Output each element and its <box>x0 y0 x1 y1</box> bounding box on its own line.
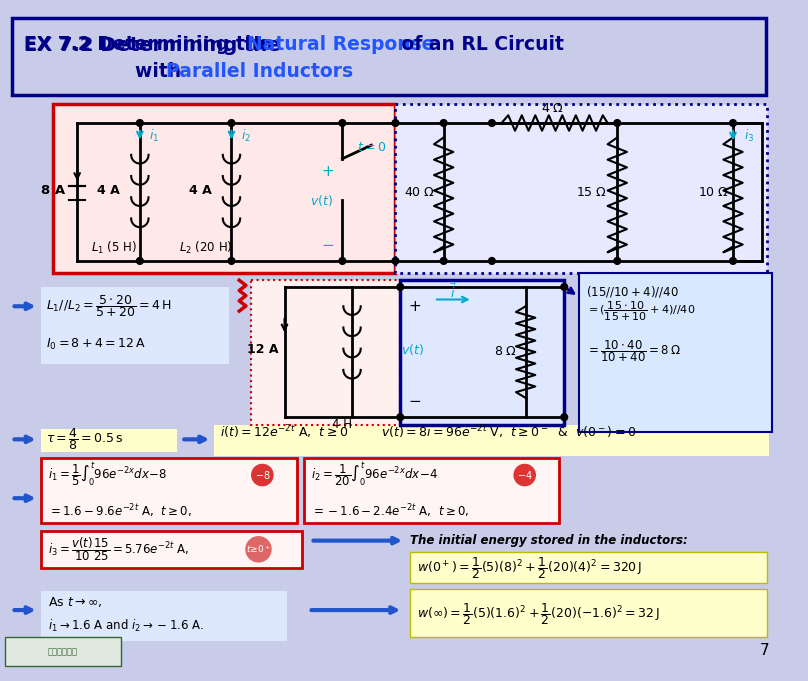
Text: $-8$: $-8$ <box>255 469 270 481</box>
Text: $i_2=\dfrac{1}{20}\int_0^t 96e^{-2x}dx\!-\!4$: $i_2=\dfrac{1}{20}\int_0^t 96e^{-2x}dx\!… <box>310 461 438 489</box>
Text: $\tau=\dfrac{4}{8}=0.5\,\text{s}$: $\tau=\dfrac{4}{8}=0.5\,\text{s}$ <box>46 426 124 452</box>
Circle shape <box>397 414 404 421</box>
Circle shape <box>228 257 235 264</box>
Circle shape <box>397 283 404 290</box>
Circle shape <box>514 464 535 486</box>
Text: $i_3=\dfrac{v(t)}{10}\dfrac{15}{25}=5.76e^{-2t}$ A,: $i_3=\dfrac{v(t)}{10}\dfrac{15}{25}=5.76… <box>48 535 190 563</box>
Circle shape <box>440 257 447 264</box>
Circle shape <box>137 257 143 264</box>
Text: $i_1=\dfrac{1}{5}\int_0^t 96e^{-2x}dx\!-\!8$: $i_1=\dfrac{1}{5}\int_0^t 96e^{-2x}dx\!-… <box>48 461 168 489</box>
Circle shape <box>614 257 621 264</box>
Text: $w(0^+)=\dfrac{1}{2}(5)(8)^2+\dfrac{1}{2}(20)(4)^2=320\,\text{J}$: $w(0^+)=\dfrac{1}{2}(5)(8)^2+\dfrac{1}{2… <box>417 555 642 581</box>
Circle shape <box>440 120 447 127</box>
Circle shape <box>228 120 235 127</box>
Bar <box>41 458 297 523</box>
Text: EX 7.2 Determining the: EX 7.2 Determining the <box>24 35 277 54</box>
Circle shape <box>730 257 736 264</box>
Text: 8 A: 8 A <box>41 184 65 197</box>
Text: 40 $\Omega$: 40 $\Omega$ <box>404 186 435 199</box>
Text: $i_1\rightarrow1.6$ A and $i_2\rightarrow-1.6$ A.: $i_1\rightarrow1.6$ A and $i_2\rightarro… <box>48 618 204 633</box>
Text: $\vec{i}$: $\vec{i}$ <box>449 283 457 301</box>
Text: $v(t)$: $v(t)$ <box>309 193 333 208</box>
Bar <box>579 272 772 432</box>
Text: 7: 7 <box>760 643 770 658</box>
Text: 15 $\Omega$: 15 $\Omega$ <box>576 186 607 199</box>
Text: $=\dfrac{10\cdot40}{10+40}=8\,\Omega$: $=\dfrac{10\cdot40}{10+40}=8\,\Omega$ <box>587 338 681 364</box>
Circle shape <box>489 120 495 127</box>
Bar <box>304 458 559 523</box>
Text: +: + <box>408 299 421 314</box>
Text: $=-1.6-2.4e^{-2t}$ A,  $t\geq0,$: $=-1.6-2.4e^{-2t}$ A, $t\geq0,$ <box>310 503 469 520</box>
Circle shape <box>246 537 271 562</box>
Text: $v(t)$: $v(t)$ <box>402 342 424 357</box>
Circle shape <box>392 120 399 127</box>
Text: $i(t)=12e^{-2t}$ A,  $t\geq 0$: $i(t)=12e^{-2t}$ A, $t\geq 0$ <box>220 424 348 441</box>
Circle shape <box>489 257 495 264</box>
Text: EX 7.2 Determining the: EX 7.2 Determining the <box>24 36 288 55</box>
Text: $I_0 = 8 + 4 = 12\,\text{A}$: $I_0 = 8 + 4 = 12\,\text{A}$ <box>46 337 146 352</box>
Circle shape <box>561 414 567 421</box>
Text: Natural Response: Natural Response <box>247 35 435 54</box>
Text: Parallel Inductors: Parallel Inductors <box>166 63 353 82</box>
Text: $-$: $-$ <box>408 392 421 407</box>
Text: 4 A: 4 A <box>97 184 120 197</box>
Text: 10 $\Omega$: 10 $\Omega$ <box>698 186 730 199</box>
Text: $t\!\geq\!0^+$: $t\!\geq\!0^+$ <box>246 543 271 555</box>
Text: $v(t)=8i=96e^{-2t}$ V,  $t\geq0^-$  &  $v(0^-)=0$: $v(t)=8i=96e^{-2t}$ V, $t\geq0^-$ & $v(0… <box>381 424 636 441</box>
Text: with: with <box>135 63 187 82</box>
Circle shape <box>137 120 143 127</box>
Circle shape <box>252 464 273 486</box>
Text: 4 A: 4 A <box>189 184 212 197</box>
Text: 12 A: 12 A <box>246 343 278 356</box>
Text: $L_1//L_2 = \dfrac{5 \cdot 20}{5+20} = 4\,\text{H}$: $L_1//L_2 = \dfrac{5 \cdot 20}{5+20} = 4… <box>46 294 172 319</box>
Bar <box>400 280 564 425</box>
Bar <box>14 97 768 282</box>
Text: $i_2$: $i_2$ <box>241 127 251 144</box>
Bar <box>41 429 176 452</box>
Text: 8 $\Omega$: 8 $\Omega$ <box>494 345 517 358</box>
Text: As $t\rightarrow\infty,$: As $t\rightarrow\infty,$ <box>48 595 103 609</box>
Bar <box>250 280 400 425</box>
Text: 昆山科技大学: 昆山科技大学 <box>48 647 78 656</box>
Text: +: + <box>322 163 335 178</box>
Text: $i_3$: $i_3$ <box>743 127 754 144</box>
Text: $-4$: $-4$ <box>517 469 532 481</box>
Text: 4 H: 4 H <box>332 418 352 431</box>
Text: of an RL Circuit: of an RL Circuit <box>395 35 564 54</box>
Text: The initial energy stored in the inductors:: The initial energy stored in the inducto… <box>410 534 688 547</box>
Bar <box>395 104 767 272</box>
Bar <box>410 589 767 637</box>
Text: EX 7.2 Determining the Natural Response of an RL Circuit: EX 7.2 Determining the Natural Response … <box>24 36 658 55</box>
Text: 4 $\Omega$: 4 $\Omega$ <box>541 102 564 115</box>
Text: $w(\infty)=\dfrac{1}{2}(5)(1.6)^2+\dfrac{1}{2}(20)(-1.6)^2=32\,\text{J}$: $w(\infty)=\dfrac{1}{2}(5)(1.6)^2+\dfrac… <box>417 601 659 627</box>
Bar <box>214 425 768 456</box>
Text: $=(\dfrac{15\cdot10}{15+10}+4)//40$: $=(\dfrac{15\cdot10}{15+10}+4)//40$ <box>587 300 696 323</box>
Text: $=1.6-9.6e^{-2t}$ A,  $t\geq0,$: $=1.6-9.6e^{-2t}$ A, $t\geq0,$ <box>48 503 192 520</box>
Text: $(15//10+4)//40$: $(15//10+4)//40$ <box>587 284 680 299</box>
Circle shape <box>730 120 736 127</box>
Bar <box>11 18 766 95</box>
Text: $i_1$: $i_1$ <box>149 127 160 144</box>
Bar <box>5 637 120 666</box>
Text: $-$: $-$ <box>322 236 335 251</box>
Text: $t = 0$: $t = 0$ <box>357 140 386 154</box>
Bar <box>410 552 767 583</box>
Circle shape <box>561 283 567 290</box>
Text: $L_2$ (20 H): $L_2$ (20 H) <box>179 240 232 257</box>
Bar <box>41 591 288 641</box>
Bar <box>40 287 229 364</box>
Circle shape <box>614 120 621 127</box>
Bar <box>41 531 302 568</box>
Circle shape <box>339 120 346 127</box>
Text: $L_1$ (5 H): $L_1$ (5 H) <box>90 240 137 257</box>
Circle shape <box>339 257 346 264</box>
Circle shape <box>392 257 399 264</box>
Bar <box>53 104 395 272</box>
